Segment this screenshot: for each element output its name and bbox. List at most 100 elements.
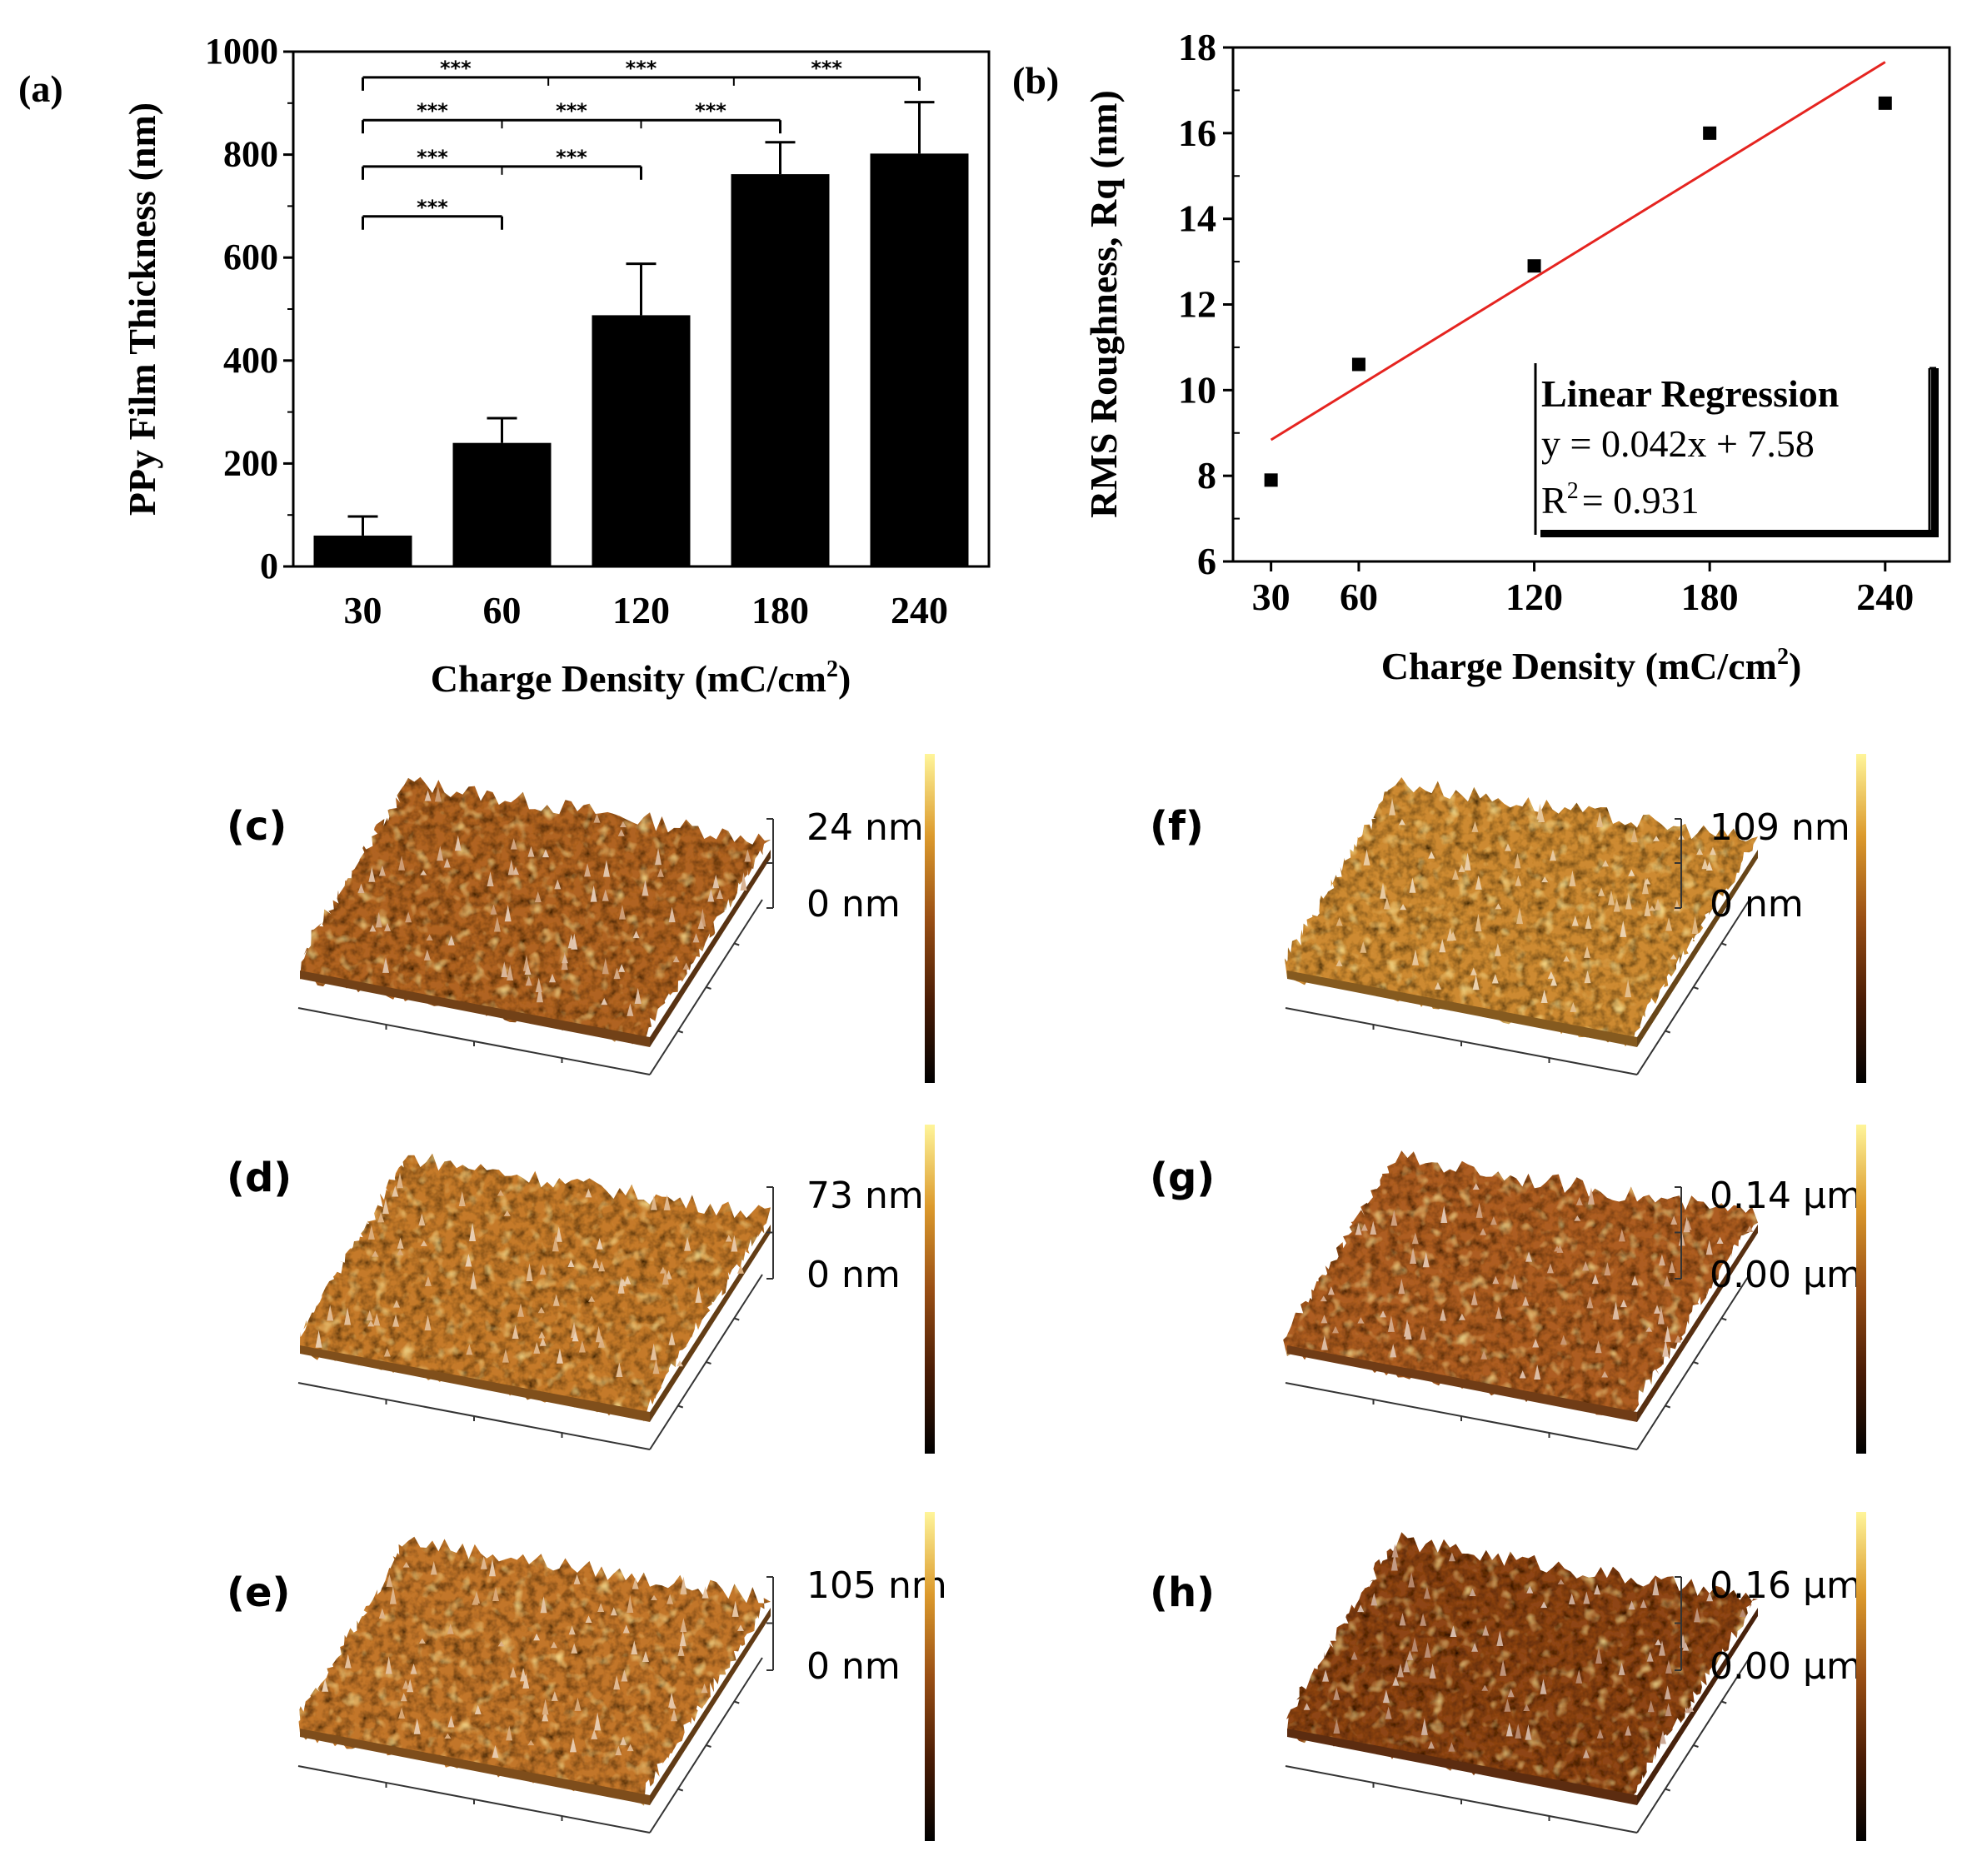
afm-peak [418, 1213, 426, 1226]
afm-peak [540, 1596, 547, 1614]
afm-peak [1571, 916, 1579, 926]
afm-peak [1469, 1588, 1476, 1596]
afm-surface-edge [1637, 1608, 1758, 1805]
x-tick-label-a: 180 [751, 589, 809, 631]
afm-color-scale [925, 1125, 935, 1454]
afm-peak [1380, 1310, 1387, 1318]
afm-peak [447, 1624, 454, 1634]
afm-height-max: 105 nm [806, 1564, 947, 1607]
afm-color-scale [1856, 1125, 1866, 1454]
afm-peak [1664, 1685, 1671, 1699]
afm-peak [657, 868, 664, 877]
afm-peak [1480, 1228, 1487, 1235]
afm-peak [682, 962, 690, 970]
afm-peak [1320, 1315, 1328, 1324]
significance-label: *** [417, 196, 448, 219]
x-tick-label-a: 60 [483, 589, 522, 631]
afm-peak [507, 859, 515, 876]
bar-240 [870, 153, 969, 566]
afm-peak [366, 1310, 373, 1321]
afm-peak [1403, 1659, 1410, 1673]
afm-peak [525, 975, 532, 986]
afm-axis-tick [677, 1405, 684, 1409]
afm-peak [1492, 1275, 1500, 1285]
afm-peak [384, 922, 392, 931]
afm-color-scale [925, 1512, 935, 1841]
afm-peak [1350, 1651, 1358, 1660]
afm-peak [701, 1683, 708, 1694]
afm-peak [1390, 1210, 1398, 1226]
afm-peak [549, 973, 557, 983]
afm-peak [400, 1693, 407, 1702]
afm-peak [1628, 869, 1635, 876]
afm-peak [1410, 1247, 1417, 1265]
afm-peak [444, 1733, 452, 1739]
y-tick-label-a: 600 [223, 237, 278, 277]
x-tick-label-a: 240 [891, 589, 948, 631]
afm-peak [434, 786, 442, 802]
afm-peak [598, 1260, 606, 1272]
afm-peak [737, 1624, 745, 1631]
afm-peak [1691, 916, 1699, 935]
afm-peak [367, 1320, 375, 1327]
afm-peak [1470, 967, 1477, 975]
afm-peak [1675, 1335, 1682, 1343]
afm-peak [1514, 853, 1521, 869]
afm-peak [1668, 1260, 1675, 1274]
afm-peak [1434, 981, 1441, 990]
afm-panel-e: (e) 105 nm 0 nm [227, 1512, 947, 1841]
x-tick-label-b: 30 [1252, 576, 1291, 618]
afm-peak [1504, 843, 1511, 851]
afm-peak [1534, 1365, 1541, 1380]
afm-peak [588, 1295, 596, 1302]
afm-peak [1440, 1205, 1448, 1223]
panel-b-label: (b) [1012, 59, 1059, 102]
y-axis-label-b: RMS Roughness, Rq (nm) [1082, 90, 1125, 518]
afm-peak [740, 872, 747, 891]
afm-peak [632, 931, 640, 939]
afm-peak [1481, 1684, 1489, 1691]
afm-peak [725, 1235, 732, 1242]
afm-peak [1333, 1687, 1340, 1700]
afm-peak [542, 1699, 549, 1715]
afm-peak [1696, 847, 1704, 856]
afm-peak [1496, 1630, 1504, 1647]
afm-axis-tick [706, 1744, 711, 1748]
afm-peak [1631, 1275, 1639, 1285]
afm-peak [1439, 939, 1446, 953]
afm-peak [676, 1360, 684, 1367]
afm-peak [1582, 1260, 1590, 1271]
afm-peak [534, 891, 542, 903]
afm-peak [1602, 860, 1610, 867]
afm-peak [627, 1003, 634, 1016]
afm-peak [1568, 1593, 1575, 1604]
afm-peak [552, 1235, 559, 1252]
y-tick-label-b: 14 [1178, 197, 1216, 240]
afm-peak [1450, 931, 1457, 940]
data-point-240 [1878, 96, 1892, 110]
afm-peak [1655, 1639, 1662, 1645]
afm-peak [537, 1306, 545, 1314]
afm-peak [666, 1594, 674, 1604]
afm-peak [621, 1669, 628, 1682]
afm-peak [526, 1263, 533, 1282]
afm-peak [574, 1697, 582, 1711]
regression-legend: Linear Regression y = 0.042x + 7.58 R2= … [1534, 363, 1939, 537]
afm-peak [1500, 1659, 1507, 1676]
afm-axis-tick [1693, 1361, 1699, 1365]
significance-label: *** [556, 99, 587, 122]
afm-peak [627, 1594, 634, 1613]
afm-peak [1424, 1642, 1431, 1658]
afm-peak [1657, 1305, 1665, 1325]
afm-peak [622, 1624, 630, 1634]
afm-peak [535, 977, 542, 993]
significance-label: *** [556, 146, 587, 169]
afm-peak [1475, 913, 1482, 932]
afm-peak [1595, 1647, 1603, 1664]
afm-peak [1584, 970, 1591, 984]
afm-peak [492, 1744, 499, 1759]
afm-peak [1532, 1339, 1540, 1348]
afm-height-min: 0.00 µm [1710, 1254, 1862, 1296]
afm-height-max: 73 nm [806, 1175, 924, 1217]
y-tick-label-a: 200 [223, 442, 278, 483]
